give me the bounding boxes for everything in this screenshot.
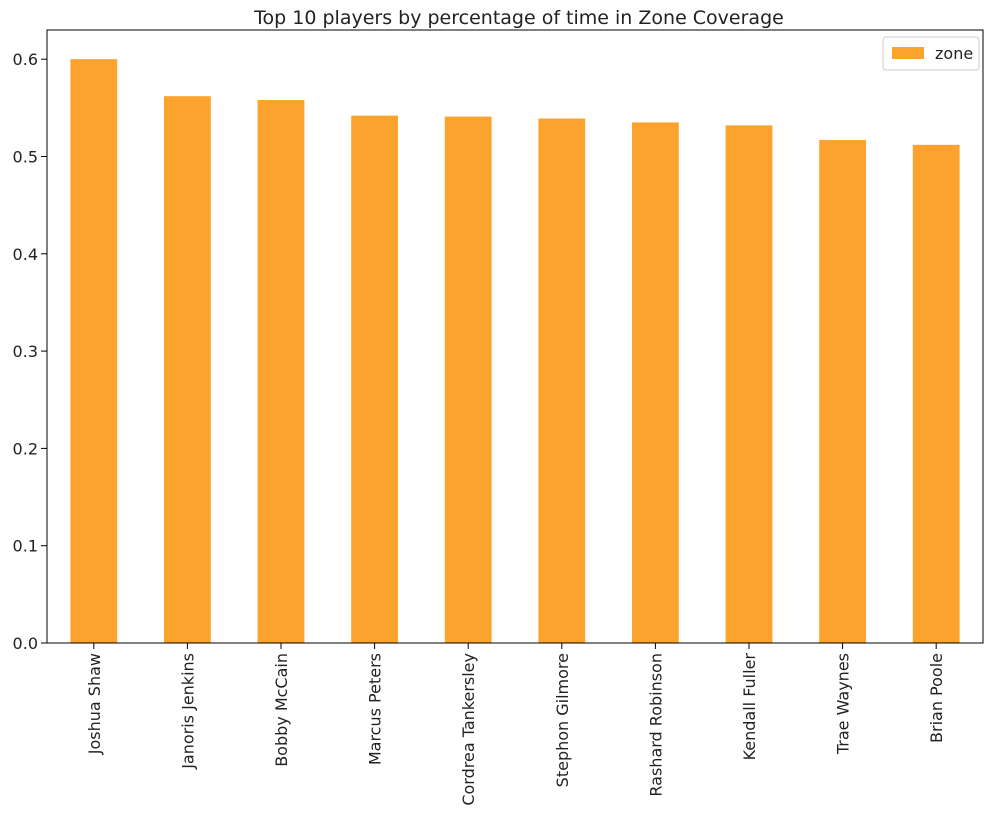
legend-box bbox=[882, 36, 980, 71]
bar-1 bbox=[164, 96, 211, 644]
bar-5 bbox=[538, 118, 586, 644]
x-tick-label-2: Bobby McCain bbox=[272, 653, 291, 767]
chart-legend: zone bbox=[882, 36, 980, 71]
bar-3 bbox=[351, 115, 398, 643]
y-tick-label-6: 0.6 bbox=[13, 50, 38, 69]
x-tick-label-7: Kendall Fuller bbox=[740, 653, 759, 761]
x-tick-label-4: Cordrea Tankersley bbox=[459, 653, 478, 806]
y-tick-label-1: 0.1 bbox=[13, 537, 38, 556]
y-tick-label-4: 0.4 bbox=[13, 245, 38, 264]
bar-9 bbox=[912, 144, 960, 643]
bar-7 bbox=[725, 125, 773, 644]
y-tick-label-2: 0.2 bbox=[13, 439, 38, 458]
y-tick-label-0: 0.0 bbox=[13, 634, 38, 653]
axes-layer: 0.0 0.1 0.2 0.3 0.4 0.5 0.6 Joshua Shaw Janoris … bbox=[13, 29, 984, 806]
y-tick-label-3: 0.3 bbox=[13, 342, 38, 361]
x-tick-label-6: Rashard Robinson bbox=[646, 653, 665, 797]
bar-8 bbox=[819, 139, 866, 643]
x-tick-label-0: Joshua Shaw bbox=[85, 653, 104, 755]
bars-layer bbox=[70, 59, 960, 644]
legend-label-zone: zone bbox=[935, 44, 973, 63]
chart-title: Top 10 players by percentage of time in … bbox=[253, 7, 784, 29]
x-tick-label-9: Brian Poole bbox=[927, 653, 946, 743]
x-tick-label-3: Marcus Peters bbox=[366, 653, 385, 765]
x-tick-label-8: Trae Waynes bbox=[834, 653, 853, 755]
x-tick-label-1: Janoris Jenkins bbox=[178, 653, 197, 770]
legend-swatch-zone bbox=[892, 47, 924, 59]
plot-frame bbox=[46, 29, 984, 644]
x-tick-label-5: Stephon Gilmore bbox=[553, 653, 572, 787]
bar-4 bbox=[444, 116, 492, 644]
bar-6 bbox=[632, 122, 679, 643]
bar-0 bbox=[70, 59, 118, 643]
bar-2 bbox=[257, 100, 305, 643]
y-tick-label-5: 0.5 bbox=[13, 147, 38, 166]
